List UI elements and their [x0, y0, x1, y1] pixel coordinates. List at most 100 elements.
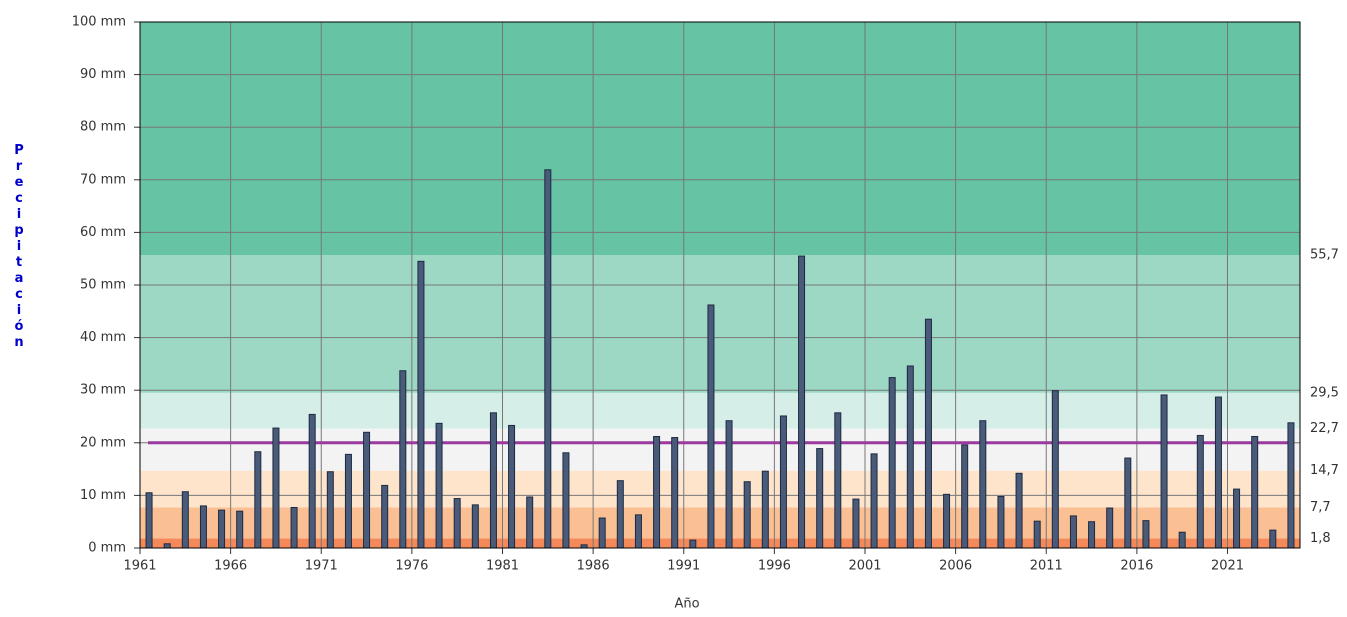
band: [140, 22, 1300, 256]
x-tick-label: 2016: [1120, 559, 1153, 574]
bar: [870, 453, 878, 549]
x-tick-label: 1986: [577, 559, 610, 574]
bar: [924, 318, 932, 549]
x-tick-label: 1991: [667, 559, 700, 574]
bar: [707, 304, 715, 549]
threshold-label: 29,5: [1310, 385, 1339, 400]
bar: [852, 498, 860, 549]
bar: [1196, 434, 1204, 549]
bar: [1142, 520, 1150, 549]
bar: [290, 506, 298, 549]
bar: [453, 498, 461, 549]
bar: [1069, 515, 1077, 549]
bar: [906, 365, 914, 549]
band: [140, 538, 1300, 548]
x-tick-label: 2006: [939, 559, 972, 574]
threshold-label: 22,7: [1310, 421, 1339, 436]
x-tick-label: 1971: [305, 559, 338, 574]
bar: [1160, 394, 1168, 549]
y-tick-label: 100 mm: [72, 15, 126, 30]
bar: [1015, 472, 1023, 549]
threshold-label: 7,7: [1310, 500, 1331, 515]
threshold-label: 55,7: [1310, 248, 1339, 263]
plot-frame: [139, 21, 1301, 549]
bar: [943, 493, 951, 549]
bar: [779, 415, 787, 549]
bar: [1051, 390, 1059, 549]
y-tick-label: 30 mm: [80, 383, 126, 398]
x-axis-label: Año: [674, 597, 699, 612]
x-tick-label: 1996: [758, 559, 791, 574]
band: [140, 428, 1300, 471]
threshold-label: 1,8: [1310, 531, 1331, 546]
bar: [1033, 520, 1041, 549]
y-tick-label: 80 mm: [80, 120, 126, 135]
bar: [254, 451, 262, 549]
bar: [888, 377, 896, 549]
y-tick-label: 70 mm: [80, 172, 126, 187]
bar: [634, 514, 642, 549]
bar: [326, 471, 334, 549]
bar: [816, 448, 824, 549]
y-tick-label: 50 mm: [80, 278, 126, 293]
bar: [163, 543, 171, 549]
bar: [598, 517, 606, 549]
bar: [417, 260, 425, 549]
bar: [1124, 457, 1132, 549]
bar: [1269, 529, 1277, 549]
bar: [653, 435, 661, 549]
bar: [761, 470, 769, 549]
bar: [997, 495, 1005, 549]
y-tick-label: 60 mm: [80, 225, 126, 240]
bar: [236, 510, 244, 549]
bar: [435, 422, 443, 549]
bar: [181, 491, 189, 549]
bar: [199, 505, 207, 549]
bar: [526, 496, 534, 549]
bar: [961, 444, 969, 549]
bar: [363, 431, 371, 549]
y-tick-label: 0 mm: [88, 541, 126, 556]
y-tick-label: 20 mm: [80, 435, 126, 450]
bar: [218, 509, 226, 549]
bar: [798, 255, 806, 549]
bar: [508, 424, 516, 549]
x-tick-label: 2021: [1211, 559, 1244, 574]
bar: [1106, 507, 1114, 549]
bar: [671, 437, 679, 549]
bar: [1088, 521, 1096, 549]
bar: [562, 452, 570, 549]
x-tick-label: 2001: [848, 559, 881, 574]
bar: [399, 370, 407, 549]
bar: [689, 539, 697, 549]
y-axis-label: Precipitación: [12, 143, 27, 351]
bar: [725, 420, 733, 549]
band: [140, 392, 1300, 429]
bar: [145, 492, 153, 549]
bar: [344, 453, 352, 549]
bar: [1178, 531, 1186, 549]
bar: [743, 481, 751, 549]
bar: [489, 412, 497, 549]
band: [140, 255, 1300, 393]
bar: [1214, 396, 1222, 549]
x-tick-label: 1961: [123, 559, 156, 574]
bar: [471, 504, 479, 549]
bar: [544, 169, 552, 549]
x-tick-label: 1976: [395, 559, 428, 574]
bar: [834, 412, 842, 549]
bar: [979, 420, 987, 549]
bar: [381, 484, 389, 549]
bar: [1251, 435, 1259, 549]
y-tick-label: 90 mm: [80, 67, 126, 82]
bar: [616, 480, 624, 549]
y-tick-label: 40 mm: [80, 330, 126, 345]
x-tick-label: 2011: [1030, 559, 1063, 574]
x-tick-label: 1981: [486, 559, 519, 574]
bar: [272, 427, 280, 549]
bar: [1233, 488, 1241, 549]
threshold-label: 14,7: [1310, 463, 1339, 478]
bar: [308, 413, 316, 549]
bar: [1287, 422, 1295, 549]
